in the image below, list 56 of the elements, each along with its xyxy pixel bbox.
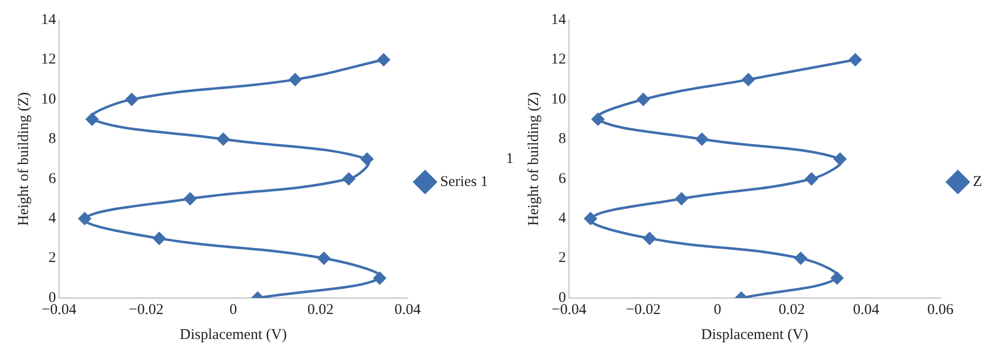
y-tick-label: 14 — [551, 12, 566, 28]
y-tick-label: 14 — [41, 12, 56, 28]
x-tick-label: 0.02 — [778, 302, 805, 318]
x-axis-title: Displacement (V) — [180, 326, 287, 343]
text: 1 — [506, 150, 514, 167]
x-tick-label: 0.04 — [852, 302, 880, 318]
y-tick-label: 4 — [558, 210, 566, 227]
x-tick-label: −0.04 — [42, 302, 77, 318]
x-tick-label: 0.04 — [394, 302, 422, 318]
x-tick-label: −0.04 — [552, 302, 587, 318]
point — [849, 53, 862, 66]
y-tick-label: 12 — [551, 52, 566, 68]
point — [592, 113, 604, 126]
point — [830, 272, 844, 284]
y-tick-label: 10 — [41, 91, 56, 108]
point — [126, 93, 138, 106]
point — [584, 212, 597, 225]
x-tick-label: 0.06 — [927, 302, 954, 318]
y-tick-label: 8 — [558, 131, 566, 148]
y-tick-label: 2 — [48, 250, 56, 266]
y-tick-label: 12 — [41, 52, 56, 68]
y-tick-label: 2 — [558, 250, 566, 266]
x-tick-label: 0 — [714, 302, 722, 318]
y-tick-label: 4 — [48, 210, 56, 227]
point — [78, 212, 91, 225]
y-axis-title: Height of building (Z) — [16, 92, 32, 226]
point — [834, 152, 846, 166]
point — [288, 73, 302, 86]
point — [377, 53, 390, 66]
point — [152, 232, 166, 245]
y-tick-label: 6 — [48, 170, 56, 187]
legend-label: Series 1 — [440, 174, 488, 190]
x-axis-title: Displacement (V) — [701, 326, 808, 343]
point — [742, 73, 755, 86]
y-tick-label: 6 — [558, 170, 566, 187]
point — [794, 252, 807, 265]
legend-label: Z — [972, 174, 982, 190]
point — [217, 132, 230, 146]
y-tick-label: 10 — [551, 91, 566, 108]
point — [643, 232, 656, 245]
point — [360, 152, 374, 166]
point — [373, 272, 386, 284]
point — [696, 132, 708, 146]
point — [86, 113, 98, 126]
point — [675, 192, 688, 205]
point — [318, 252, 330, 265]
point — [637, 93, 650, 106]
point — [805, 172, 818, 186]
x-tick-label: 0.02 — [307, 302, 334, 318]
y-tick-label: 8 — [48, 131, 56, 148]
point — [184, 192, 196, 205]
x-tick-label: 0 — [230, 302, 238, 318]
x-tick-label: −0.02 — [128, 302, 164, 318]
point — [342, 172, 356, 186]
y-axis-title: Height of building (Z) — [526, 92, 542, 226]
x-tick-label: −0.02 — [626, 302, 661, 318]
